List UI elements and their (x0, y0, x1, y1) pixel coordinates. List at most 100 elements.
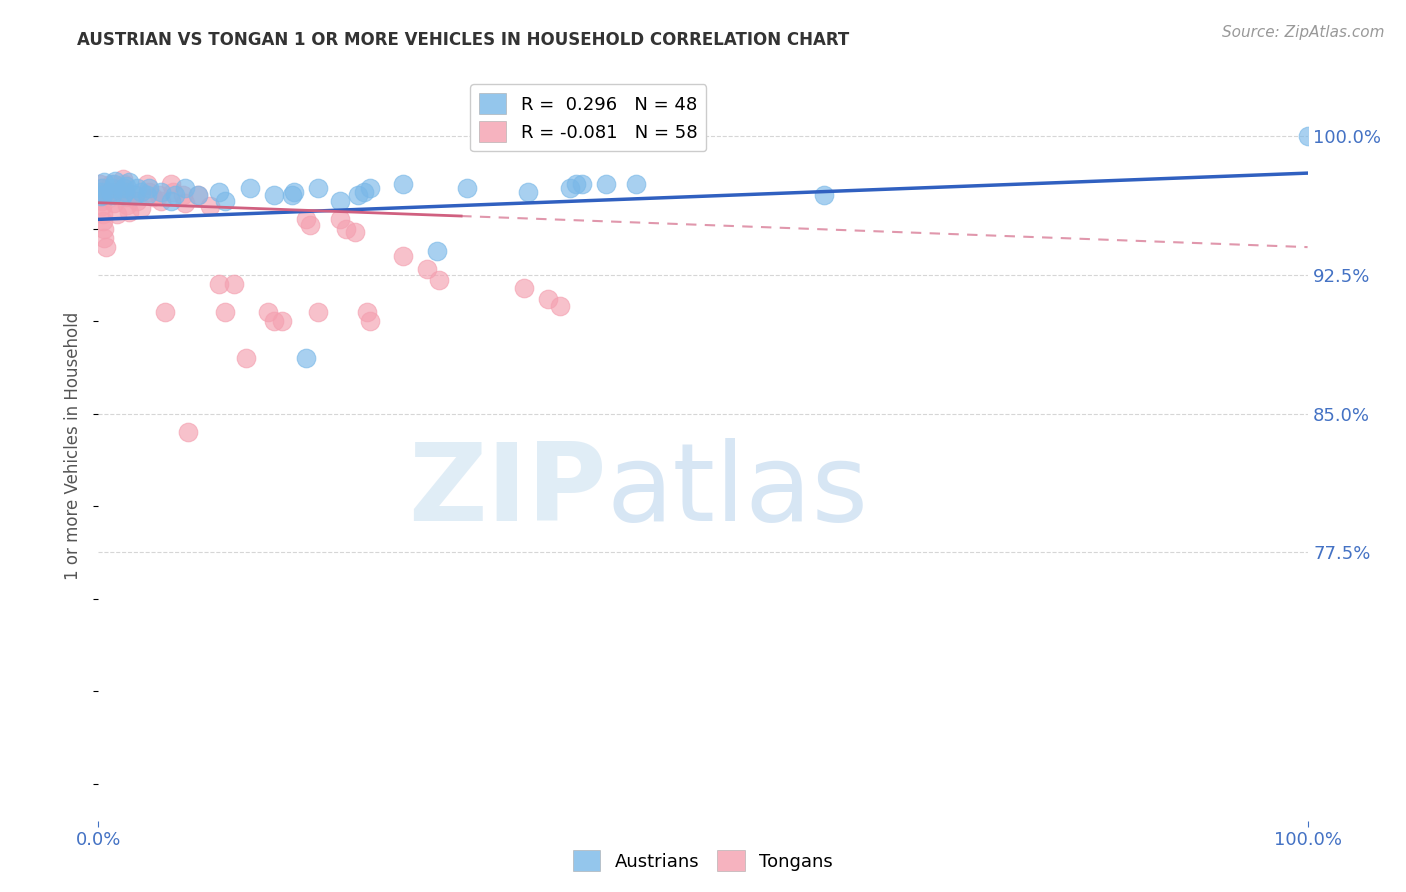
Point (335, 221, 357, 235)
Point (138, 181, 160, 195)
Text: Source: ZipAtlas.com: Source: ZipAtlas.com (1222, 25, 1385, 40)
Point (101, 188, 124, 202)
Point (239, 181, 262, 195)
Point (162, 185, 184, 199)
Point (537, 292, 560, 306)
Point (214, 305, 236, 319)
Point (295, 212, 318, 227)
Point (308, 181, 330, 195)
Point (153, 305, 176, 319)
Text: ZIP: ZIP (408, 438, 606, 544)
Point (103, 195, 125, 210)
Point (177, 425, 200, 439)
Point (100, 185, 122, 199)
Point (150, 185, 173, 199)
Point (208, 185, 231, 199)
Point (426, 244, 449, 258)
Point (117, 197, 139, 211)
Point (1296, 129, 1319, 144)
Point (142, 190, 165, 204)
Point (392, 178, 415, 192)
Point (91, 188, 114, 202)
Point (90, 185, 112, 199)
Point (283, 185, 305, 199)
Point (124, 188, 146, 202)
Point (271, 314, 294, 328)
Point (343, 225, 366, 239)
Point (558, 181, 581, 195)
Point (263, 188, 285, 202)
Point (91, 207, 114, 221)
Point (565, 178, 588, 192)
Point (115, 190, 138, 204)
Point (112, 181, 135, 195)
Point (263, 314, 285, 328)
Point (360, 314, 382, 328)
Text: atlas: atlas (606, 438, 869, 544)
Point (94, 240, 117, 254)
Point (187, 188, 209, 202)
Point (89, 178, 111, 192)
Point (90, 189, 112, 203)
Point (347, 188, 370, 202)
Point (129, 185, 152, 199)
Point (187, 188, 209, 202)
Point (235, 351, 257, 365)
Point (93, 175, 115, 189)
Point (93, 221, 115, 235)
Point (595, 178, 617, 192)
Point (90, 181, 112, 195)
Point (356, 305, 378, 319)
Point (148, 188, 170, 202)
Point (114, 185, 136, 199)
Point (198, 199, 221, 213)
Point (299, 218, 322, 232)
Point (112, 178, 135, 192)
Point (111, 188, 134, 202)
Point (90, 188, 112, 202)
Point (214, 194, 236, 208)
Point (626, 178, 648, 192)
Point (353, 185, 375, 199)
Point (127, 194, 149, 208)
Point (163, 188, 186, 202)
Point (281, 188, 304, 202)
Point (550, 299, 572, 313)
Point (104, 173, 127, 187)
Point (127, 181, 149, 195)
Point (129, 201, 152, 215)
Point (160, 178, 183, 192)
Point (329, 194, 352, 208)
Text: AUSTRIAN VS TONGAN 1 OR MORE VEHICLES IN HOUSEHOLD CORRELATION CHART: AUSTRIAN VS TONGAN 1 OR MORE VEHICLES IN… (77, 31, 849, 49)
Point (222, 277, 245, 292)
Point (456, 181, 478, 195)
Point (160, 194, 183, 208)
Point (100, 188, 122, 202)
Point (100, 185, 122, 199)
Point (91, 181, 114, 195)
Point (513, 281, 536, 295)
Point (93, 231, 115, 245)
Point (91, 214, 114, 228)
Point (172, 188, 194, 202)
Point (115, 179, 138, 194)
Point (91, 199, 114, 213)
Point (111, 171, 134, 186)
Point (295, 351, 318, 365)
Point (813, 188, 835, 202)
Point (138, 185, 160, 199)
Point (150, 194, 173, 208)
Point (360, 181, 382, 195)
Legend: Austrians, Tongans: Austrians, Tongans (567, 843, 839, 879)
Point (174, 195, 197, 210)
Legend: R =  0.296   N = 48, R = -0.081   N = 58: R = 0.296 N = 48, R = -0.081 N = 58 (470, 84, 706, 151)
Point (105, 207, 128, 221)
Point (392, 249, 415, 263)
Point (118, 175, 141, 189)
Point (416, 262, 439, 277)
Point (429, 273, 451, 287)
Point (208, 277, 231, 292)
Point (329, 212, 352, 227)
Point (135, 188, 157, 202)
Point (308, 305, 330, 319)
